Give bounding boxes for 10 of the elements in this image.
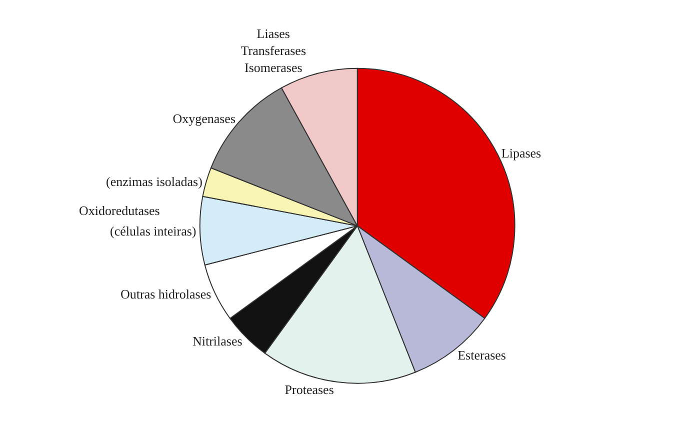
slice-label: (células inteiras) [110, 223, 196, 238]
text: Oxidoredutases [79, 203, 160, 218]
slice-label: Outras hidrolases [120, 286, 212, 302]
slice-label: Proteases [284, 382, 334, 397]
slice-label: Oxygenases [172, 110, 236, 126]
slice-label: (enzimas isoladas) [106, 174, 202, 189]
slice-label: Esterases [458, 347, 506, 362]
slice-label: Nitrilases [192, 333, 242, 348]
slice-label: Liases Transferases Isomerases [240, 26, 306, 75]
slice-label: Lipases [501, 145, 542, 160]
